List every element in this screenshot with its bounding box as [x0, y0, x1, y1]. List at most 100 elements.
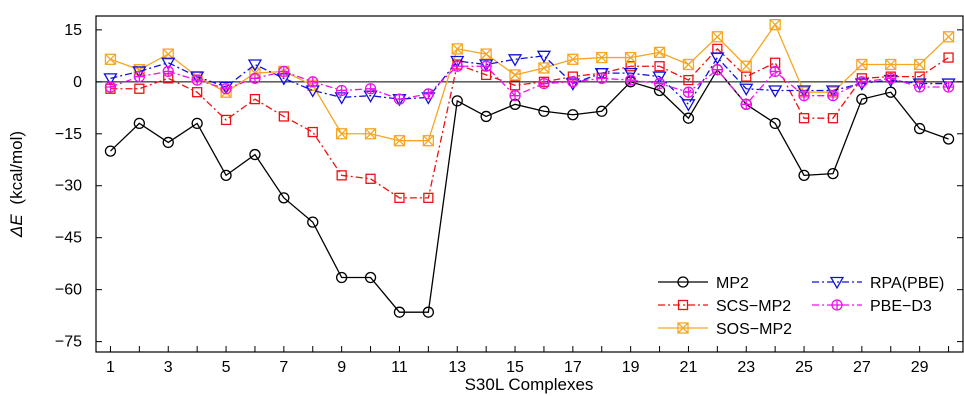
data-point — [625, 61, 636, 72]
series-line — [110, 55, 949, 106]
legend-marker — [677, 299, 689, 311]
data-point — [394, 192, 405, 204]
y-axis-label-unit: (kcal/mol) — [7, 131, 26, 205]
data-point — [220, 169, 232, 181]
data-point — [249, 93, 261, 105]
data-point — [682, 112, 695, 124]
data-point — [393, 306, 406, 318]
x-tick-label: 11 — [391, 359, 408, 376]
data-point — [451, 60, 463, 72]
data-point — [509, 80, 521, 91]
data-point — [914, 58, 926, 71]
data-point — [711, 31, 723, 43]
data-point — [596, 105, 608, 117]
data-point — [364, 83, 377, 95]
x-tick-label: 27 — [853, 359, 871, 376]
data-point — [942, 81, 955, 93]
data-point — [538, 105, 550, 117]
y-axis-label: ΔE (kcal/mol) — [7, 131, 26, 238]
data-point — [190, 71, 205, 84]
data-point — [422, 135, 435, 147]
data-point — [769, 19, 781, 31]
data-point — [682, 86, 695, 98]
data-point — [798, 90, 810, 102]
y-tick-label: 15 — [64, 22, 82, 39]
data-point — [480, 110, 492, 123]
data-point — [104, 53, 117, 65]
data-point — [943, 52, 954, 63]
data-point — [103, 73, 118, 86]
y-tick-label: −75 — [55, 334, 82, 351]
data-point — [393, 93, 406, 105]
data-point — [741, 71, 752, 82]
series-line — [110, 23, 949, 142]
data-point — [422, 88, 435, 100]
data-point — [162, 136, 174, 149]
data-point — [161, 57, 176, 71]
y-tick-label: 0 — [73, 74, 82, 91]
data-point — [278, 192, 290, 204]
data-point — [133, 117, 146, 130]
data-point — [740, 60, 752, 72]
y-tick-label: −60 — [55, 282, 82, 299]
data-point — [104, 145, 117, 157]
data-point — [538, 77, 550, 90]
data-point — [335, 271, 348, 284]
data-point — [740, 98, 752, 110]
data-point — [941, 78, 956, 91]
y-tick-label: −15 — [55, 126, 82, 143]
data-point — [480, 48, 492, 60]
data-point — [335, 84, 348, 97]
legend-entry: SCS−MP2 — [658, 298, 791, 315]
data-point — [451, 43, 463, 55]
data-point — [133, 70, 146, 83]
data-point — [682, 58, 695, 71]
data-point — [278, 65, 290, 78]
data-point — [364, 271, 377, 284]
data-point — [683, 74, 694, 86]
x-tick-label: 19 — [622, 359, 640, 376]
data-point — [710, 52, 725, 65]
data-point — [104, 81, 117, 93]
legend-label: MP2 — [716, 275, 749, 292]
x-tick-label: 23 — [737, 359, 755, 376]
y-axis-label-symbol: ΔE — [7, 214, 26, 238]
data-point — [769, 65, 781, 78]
data-point — [307, 76, 319, 88]
x-tick-label: 7 — [279, 359, 288, 376]
data-point — [653, 77, 666, 90]
x-tick-label: 21 — [680, 359, 698, 376]
data-point — [567, 109, 579, 121]
data-point — [365, 173, 376, 184]
data-point — [623, 68, 638, 81]
x-tick-label: 3 — [164, 359, 173, 376]
data-point — [509, 69, 521, 81]
x-tick-label: 13 — [448, 359, 466, 376]
legend-marker — [677, 322, 689, 334]
data-point — [798, 113, 810, 124]
plot-frame — [95, 15, 964, 353]
data-point — [856, 93, 868, 105]
x-tick-label: 5 — [222, 359, 231, 376]
data-point — [507, 54, 523, 67]
data-point — [335, 128, 348, 140]
data-point — [856, 58, 868, 71]
data-point — [451, 95, 463, 107]
data-point — [856, 76, 868, 88]
legend-label: SOS−MP2 — [716, 321, 792, 338]
data-point — [654, 61, 665, 72]
data-point — [191, 87, 203, 98]
data-point — [509, 90, 521, 102]
y-tick-label: −45 — [55, 230, 82, 247]
data-point — [653, 46, 666, 59]
data-point — [769, 117, 781, 130]
data-point — [162, 65, 174, 78]
data-point — [422, 306, 435, 318]
data-point — [393, 135, 406, 147]
y-tick-label: −30 — [55, 178, 82, 195]
legend-entry: PBE−D3 — [812, 298, 932, 315]
x-tick-label: 29 — [911, 359, 929, 376]
legend-entry: MP2 — [658, 275, 749, 292]
data-point — [652, 71, 667, 84]
